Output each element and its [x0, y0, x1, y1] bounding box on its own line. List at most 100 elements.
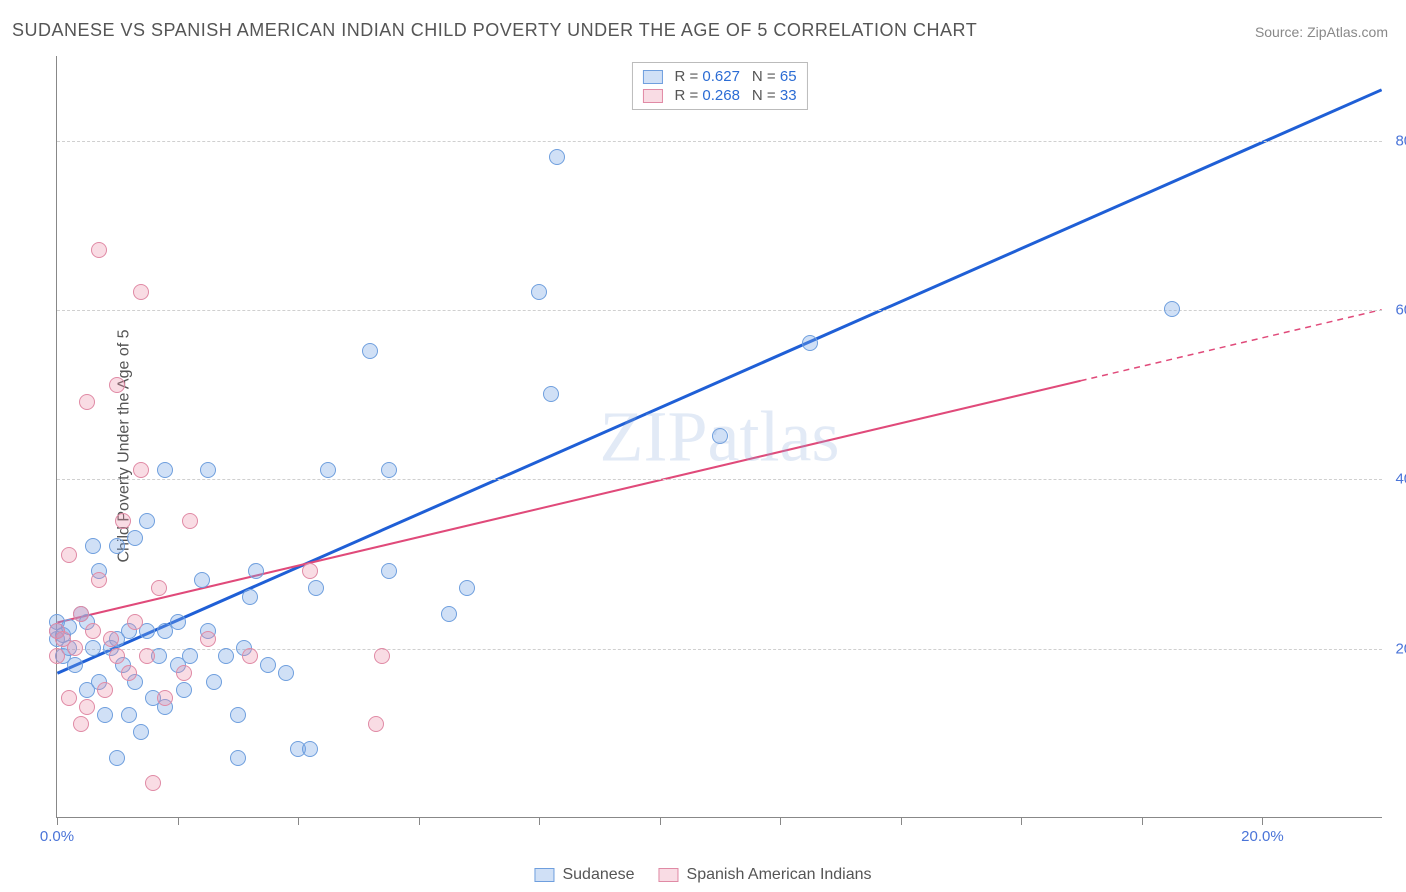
scatter-point	[230, 750, 246, 766]
r-value: 0.268	[702, 87, 740, 104]
scatter-point	[242, 648, 258, 664]
scatter-point	[91, 242, 107, 258]
scatter-point	[531, 284, 547, 300]
y-tick-label: 80.0%	[1395, 132, 1406, 149]
x-tick	[298, 817, 299, 825]
scatter-point	[374, 648, 390, 664]
scatter-point	[230, 707, 246, 723]
scatter-point	[73, 606, 89, 622]
gridline-h	[57, 310, 1382, 311]
scatter-point	[61, 690, 77, 706]
scatter-point	[218, 648, 234, 664]
legend-stat-row: R = 0.627 N = 65	[642, 67, 796, 86]
x-tick	[1142, 817, 1143, 825]
x-tick	[780, 817, 781, 825]
scatter-point	[115, 513, 131, 529]
series-legend: Sudanese Spanish American Indians	[534, 866, 871, 884]
x-tick	[1262, 817, 1263, 825]
r-value: 0.627	[702, 68, 740, 85]
scatter-point	[302, 563, 318, 579]
correlation-legend: R = 0.627 N = 65 R = 0.268 N = 33	[631, 62, 807, 110]
gridline-h	[57, 141, 1382, 142]
chart-title: SUDANESE VS SPANISH AMERICAN INDIAN CHIL…	[12, 20, 977, 41]
scatter-point	[85, 538, 101, 554]
scatter-point	[85, 640, 101, 656]
legend-swatch	[659, 868, 679, 882]
y-tick-label: 20.0%	[1395, 640, 1406, 657]
scatter-point	[97, 707, 113, 723]
x-tick	[539, 817, 540, 825]
scatter-point	[61, 547, 77, 563]
legend-item: Sudanese	[534, 866, 634, 884]
scatter-point	[109, 377, 125, 393]
scatter-point	[802, 335, 818, 351]
scatter-point	[121, 665, 137, 681]
x-tick	[178, 817, 179, 825]
scatter-point	[133, 284, 149, 300]
scatter-point	[242, 589, 258, 605]
scatter-point	[441, 606, 457, 622]
scatter-point	[200, 462, 216, 478]
scatter-point	[381, 563, 397, 579]
scatter-point	[133, 462, 149, 478]
x-tick	[901, 817, 902, 825]
scatter-point	[139, 513, 155, 529]
scatter-point	[200, 631, 216, 647]
scatter-point	[97, 682, 113, 698]
legend-label: Spanish American Indians	[687, 866, 872, 884]
scatter-point	[194, 572, 210, 588]
legend-swatch	[534, 868, 554, 882]
scatter-point	[79, 699, 95, 715]
scatter-point	[170, 614, 186, 630]
y-tick-label: 60.0%	[1395, 302, 1406, 319]
scatter-point	[549, 149, 565, 165]
n-value: 33	[780, 87, 797, 104]
r-label: R = 0.627	[674, 68, 739, 85]
y-tick-label: 40.0%	[1395, 471, 1406, 488]
chart-plot-area: ZIPatlas R = 0.627N = 65R = 0.268N = 33 …	[56, 56, 1382, 818]
scatter-point	[368, 716, 384, 732]
scatter-point	[67, 657, 83, 673]
scatter-point	[260, 657, 276, 673]
scatter-point	[381, 462, 397, 478]
x-tick	[1021, 817, 1022, 825]
scatter-point	[712, 428, 728, 444]
x-tick	[57, 817, 58, 825]
scatter-point	[127, 614, 143, 630]
x-tick	[419, 817, 420, 825]
scatter-point	[151, 580, 167, 596]
scatter-point	[109, 538, 125, 554]
n-value: 65	[780, 68, 797, 85]
scatter-point	[320, 462, 336, 478]
scatter-point	[139, 648, 155, 664]
n-label: N = 65	[752, 68, 797, 85]
legend-item: Spanish American Indians	[659, 866, 872, 884]
legend-label: Sudanese	[562, 866, 634, 884]
r-label: R = 0.268	[674, 87, 739, 104]
scatter-point	[157, 690, 173, 706]
scatter-point	[157, 462, 173, 478]
scatter-point	[543, 386, 559, 402]
scatter-point	[1164, 301, 1180, 317]
legend-stat-row: R = 0.268 N = 33	[642, 86, 796, 105]
scatter-point	[176, 682, 192, 698]
gridline-h	[57, 479, 1382, 480]
scatter-point	[248, 563, 264, 579]
x-tick-label: 20.0%	[1241, 828, 1284, 845]
n-label: N = 33	[752, 87, 797, 104]
legend-swatch	[642, 89, 662, 103]
source-label: Source: ZipAtlas.com	[1255, 24, 1388, 40]
gridline-h	[57, 649, 1382, 650]
scatter-point	[109, 750, 125, 766]
scatter-point	[182, 513, 198, 529]
scatter-point	[109, 648, 125, 664]
scatter-point	[278, 665, 294, 681]
scatter-point	[127, 530, 143, 546]
scatter-point	[308, 580, 324, 596]
scatter-point	[145, 775, 161, 791]
scatter-point	[85, 623, 101, 639]
scatter-point	[176, 665, 192, 681]
scatter-point	[133, 724, 149, 740]
scatter-point	[49, 648, 65, 664]
scatter-point	[302, 741, 318, 757]
